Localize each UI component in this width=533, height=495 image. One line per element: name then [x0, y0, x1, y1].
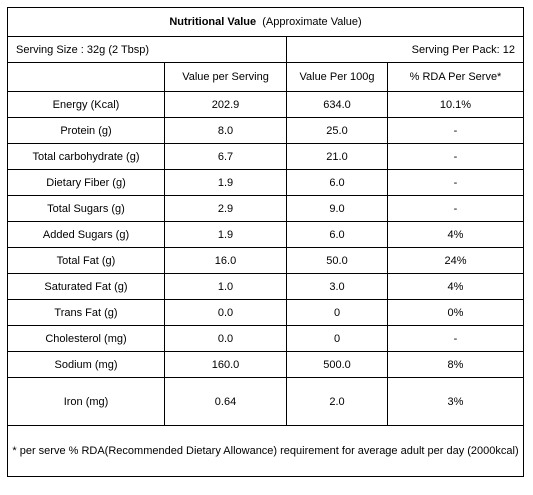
nutrient-value: 634.0	[286, 91, 388, 118]
nutrient-value: 6.0	[286, 221, 388, 248]
nutrient-value: 25.0	[286, 117, 388, 144]
nutrient-row: Protein (g) 8.0 25.0-	[7, 117, 524, 144]
serving-row: Serving Size : 32g (2 Tbsp) Serving Per …	[7, 36, 524, 63]
nutrient-value: 3%	[387, 377, 524, 426]
nutrient-row: Total Fat (g) 16.0 50.0 24%	[7, 247, 524, 274]
nutrient-value: 50.0	[286, 247, 388, 274]
table-body: Nutritional Value (Approximate Value) Se…	[7, 7, 524, 477]
nutrient-value: 0.0	[164, 299, 287, 326]
nutrient-value: 4%	[387, 273, 524, 300]
nutrient-name: Dietary Fiber (g)	[7, 169, 165, 196]
nutrient-row: Trans Fat (g) 0.0 0 0%	[7, 299, 524, 326]
nutrient-value: 1.9	[164, 221, 287, 248]
nutrient-row: Sodium (mg) 160.0 500.0 8%	[7, 351, 524, 378]
serving-per-pack: Serving Per Pack: 12	[286, 36, 524, 63]
nutrient-row: Saturated Fat (g) 1.0 3.0 4%	[7, 273, 524, 300]
nutrient-row: Total carbohydrate (g) 6.7 21.0-	[7, 143, 524, 170]
footnote-row: * per serve % RDA(Recommended Dietary Al…	[7, 425, 524, 477]
nutrient-value: 10.1%	[387, 91, 524, 118]
nutrient-name: Added Sugars (g)	[7, 221, 165, 248]
nutrient-value: -	[387, 117, 524, 144]
serving-size: Serving Size : 32g (2 Tbsp)	[7, 36, 287, 63]
nutrient-row: Total Sugars (g) 2.9 9.0-	[7, 195, 524, 222]
nutrient-row: Added Sugars (g) 1.9 6.0 4%	[7, 221, 524, 248]
nutrient-value: -	[387, 143, 524, 170]
nutrient-name: Protein (g)	[7, 117, 165, 144]
nutrient-value: 21.0	[286, 143, 388, 170]
nutrient-value: -	[387, 325, 524, 352]
nutrient-value: 1.0	[164, 273, 287, 300]
title-cell: Nutritional Value (Approximate Value)	[7, 7, 524, 37]
title-row: Nutritional Value (Approximate Value)	[7, 7, 524, 37]
nutrient-name: Sodium (mg)	[7, 351, 165, 378]
nutrient-value: 8.0	[164, 117, 287, 144]
column-header: Value Per 100g	[286, 62, 388, 92]
title: Nutritional Value	[169, 16, 257, 28]
nutrient-name: Iron (mg)	[7, 377, 165, 426]
nutrient-value: 0.64	[164, 377, 287, 426]
nutrient-name: Total Fat (g)	[7, 247, 165, 274]
nutrient-value: 16.0	[164, 247, 287, 274]
footnote: * per serve % RDA(Recommended Dietary Al…	[7, 425, 524, 477]
nutrient-name: Trans Fat (g)	[7, 299, 165, 326]
nutrient-value: 1.9	[164, 169, 287, 196]
header-row: Value per Serving Value Per 100g% RDA Per…	[7, 62, 524, 92]
nutrient-row: Iron (mg) 0.64 2.0 3%	[7, 377, 524, 426]
nutrient-value: 3.0	[286, 273, 388, 300]
nutrient-value: 160.0	[164, 351, 287, 378]
nutrient-value: 2.9	[164, 195, 287, 222]
nutrient-value: -	[387, 195, 524, 222]
nutrient-value: 2.0	[286, 377, 388, 426]
header-cell	[7, 62, 165, 92]
nutrient-name: Total carbohydrate (g)	[7, 143, 165, 170]
nutrient-name: Energy (Kcal)	[7, 91, 165, 118]
nutrient-name: Saturated Fat (g)	[7, 273, 165, 300]
nutrient-row: Energy (Kcal) 202.9 634.0 10.1%	[7, 91, 524, 118]
nutrient-value: 9.0	[286, 195, 388, 222]
nutrient-value: 6.7	[164, 143, 287, 170]
nutrient-row: Cholesterol (mg) 0.0 0-	[7, 325, 524, 352]
title-note: (Approximate Value)	[262, 16, 362, 28]
nutrient-value: 0.0	[164, 325, 287, 352]
column-header: Value per Serving	[164, 62, 287, 92]
nutrient-value: 6.0	[286, 169, 388, 196]
nutrient-value: 24%	[387, 247, 524, 274]
nutrient-value: -	[387, 169, 524, 196]
nutrient-value: 0%	[387, 299, 524, 326]
nutrient-value: 8%	[387, 351, 524, 378]
nutrition-table: Nutritional Value (Approximate Value) Se…	[7, 7, 524, 477]
nutrient-value: 0	[286, 299, 388, 326]
nutrient-value: 500.0	[286, 351, 388, 378]
nutrient-name: Cholesterol (mg)	[7, 325, 165, 352]
nutrient-row: Dietary Fiber (g) 1.9 6.0-	[7, 169, 524, 196]
nutrient-value: 4%	[387, 221, 524, 248]
nutrient-value: 202.9	[164, 91, 287, 118]
column-header: % RDA Per Serve*	[387, 62, 524, 92]
nutrient-value: 0	[286, 325, 388, 352]
nutrient-name: Total Sugars (g)	[7, 195, 165, 222]
